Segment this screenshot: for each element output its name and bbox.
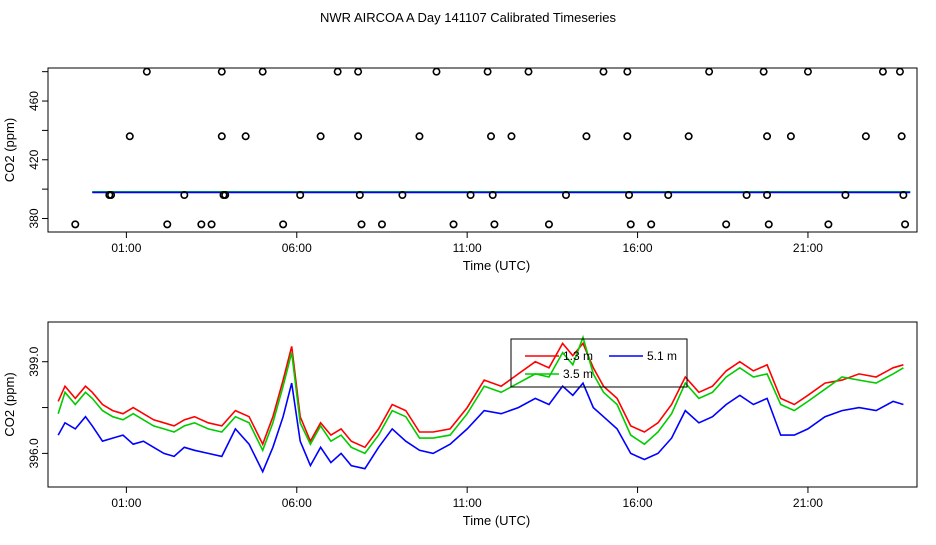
data-point [786, 132, 795, 141]
data-point [71, 220, 80, 229]
data-point [488, 191, 497, 200]
data-point [626, 220, 635, 229]
data-point [824, 220, 833, 229]
x-tick-label: 06:00 [282, 496, 312, 510]
y-tick-label: 396.0 [27, 438, 41, 468]
data-point [599, 67, 608, 76]
x-tick-label: 16:00 [623, 496, 653, 510]
legend-label: 3.5 m [563, 367, 593, 381]
x-tick-label: 21:00 [793, 496, 823, 510]
data-point [357, 220, 366, 229]
data-point [803, 67, 812, 76]
data-point [722, 220, 731, 229]
data-point [207, 220, 216, 229]
plot-frame [47, 321, 918, 488]
data-point [487, 132, 496, 141]
data-point [764, 220, 773, 229]
x-tick-label: 11:00 [453, 496, 482, 510]
data-point [180, 191, 189, 200]
data-point [763, 132, 772, 141]
data-point [524, 67, 533, 76]
data-point [241, 132, 250, 141]
data-point [664, 191, 673, 200]
data-point [432, 67, 441, 76]
data-point [561, 191, 570, 200]
y-tick-label: 420 [27, 149, 41, 169]
chart-title: NWR AIRCOA A Day 141107 Calibrated Times… [320, 10, 616, 25]
data-point [316, 132, 325, 141]
data-point [544, 220, 553, 229]
data-point [623, 67, 632, 76]
y-tick-label: 399.0 [27, 346, 41, 376]
x-axis-label: Time (UTC) [463, 258, 530, 273]
data-point [490, 220, 499, 229]
data-point [107, 191, 116, 200]
data-point [763, 191, 772, 200]
data-point [483, 67, 492, 76]
data-point [197, 220, 206, 229]
data-point [684, 132, 693, 141]
data-point [897, 132, 906, 141]
data-point [507, 132, 516, 141]
x-axis-label: Time (UTC) [463, 513, 530, 528]
y-tick-label: 380 [27, 208, 41, 228]
series-line-1-3-m [57, 341, 904, 449]
data-point [759, 67, 768, 76]
data-point [354, 132, 363, 141]
legend-label: 1.3 m [563, 349, 593, 363]
x-tick-label: 21:00 [793, 241, 823, 255]
data-point [899, 191, 908, 200]
legend-label: 5.1 m [647, 349, 677, 363]
bottom-panel: 01:00 06:00 11:00 16:00 21:00 396.0 399.0 Time … [2, 321, 918, 528]
data-point [354, 67, 363, 76]
data-point [895, 67, 904, 76]
data-point [217, 132, 226, 141]
data-point [625, 191, 634, 200]
data-point [279, 220, 288, 229]
data-point [296, 191, 305, 200]
data-point [258, 67, 267, 76]
plot-frame [47, 67, 918, 233]
data-point [878, 67, 887, 76]
y-tick-label: 460 [27, 91, 41, 111]
y-axis-label: CO2 (ppm) [2, 118, 17, 182]
data-point [623, 132, 632, 141]
data-point [415, 132, 424, 141]
data-point [398, 191, 407, 200]
top-panel: 01:00 06:00 11:00 16:00 21:00 380 420 460 Time (… [2, 67, 918, 273]
data-point [125, 132, 134, 141]
data-point [449, 220, 458, 229]
x-tick-label: 01:00 [111, 496, 141, 510]
data-point [163, 220, 172, 229]
data-point [705, 67, 714, 76]
data-point [647, 220, 656, 229]
x-tick-label: 06:00 [282, 241, 312, 255]
data-point [742, 191, 751, 200]
y-axis-label: CO2 (ppm) [2, 372, 17, 436]
data-point [582, 132, 591, 141]
data-point [901, 220, 910, 229]
data-point [861, 132, 870, 141]
data-point [217, 67, 226, 76]
x-tick-label: 01:00 [111, 241, 141, 255]
data-point [333, 67, 342, 76]
data-point [142, 67, 151, 76]
data-point [377, 220, 386, 229]
data-point [841, 191, 850, 200]
data-point [221, 191, 230, 200]
data-point [466, 191, 475, 200]
series-line-5-1-m [57, 381, 904, 474]
legend-box [510, 338, 688, 388]
x-tick-label: 11:00 [453, 241, 482, 255]
x-tick-label: 16:00 [623, 241, 653, 255]
series-line-3-5-m [57, 334, 904, 455]
data-point [355, 191, 364, 200]
